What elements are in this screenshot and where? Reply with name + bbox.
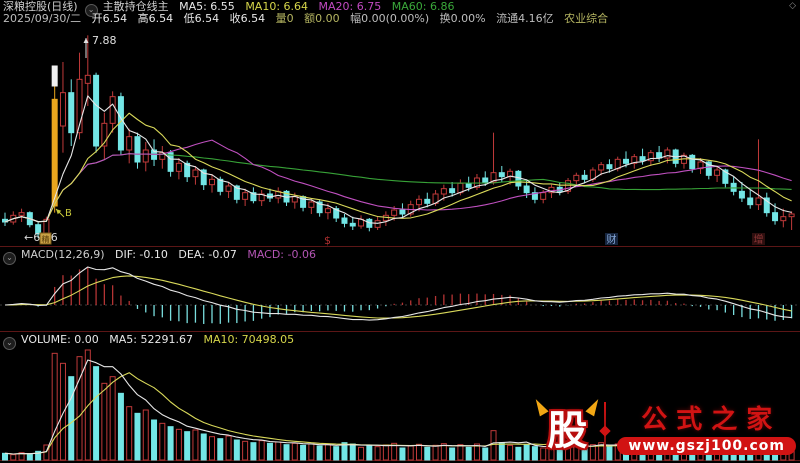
quote-info-bar: 2025/09/30/二 开6.54 高6.54 低6.54 收6.54 量0 … xyxy=(3,13,615,25)
svg-text:7.88: 7.88 xyxy=(92,34,117,47)
diamond-icon xyxy=(599,425,612,437)
svg-text:财: 财 xyxy=(607,233,617,246)
volume-header: ⌄ VOLUME: 0.00 MA5: 52291.67 MA10: 70498.… xyxy=(3,334,301,350)
volume-title[interactable]: VOLUME: 0.00 xyxy=(21,333,99,346)
logo-text-block: 公式之家 www.gszj100.com xyxy=(617,407,796,455)
quote-open: 开6.54 xyxy=(91,12,128,25)
svg-text:增: 增 xyxy=(754,233,764,246)
macd-macd-label: MACD: -0.06 xyxy=(247,248,316,261)
macd-panel[interactable] xyxy=(0,266,800,324)
macd-header: ⌄ MACD(12,26,9) DIF: -0.10 DEA: -0.07 MAC… xyxy=(3,249,323,265)
quote-amount: 额0.00 xyxy=(304,12,340,25)
stock-title: 深粮控股(日线) xyxy=(3,0,78,13)
quote-date: 2025/09/30/二 xyxy=(3,12,82,25)
bull-logo: 股 xyxy=(531,396,604,455)
svg-text:$: $ xyxy=(324,234,331,247)
chart-annotations: 7.88←6.36B精$财增 xyxy=(24,34,765,247)
quote-sector[interactable]: 农业综合 xyxy=(564,12,609,25)
logo-divider xyxy=(599,402,612,460)
volume-ma10-label: MA10: 70498.05 xyxy=(203,333,295,346)
indicator-name[interactable]: 主散持仓线主 xyxy=(102,0,169,13)
title-bar: 深粮控股(日线) ⌄ 主散持仓线主 MA5: 6.55 MA10: 6.64 MA2… xyxy=(3,1,461,17)
price-panel[interactable] xyxy=(2,35,795,238)
quote-high: 高6.54 xyxy=(137,12,174,25)
volume-ma5-label: MA5: 52291.67 xyxy=(109,333,193,346)
collapse-volume-icon[interactable]: ⌄ xyxy=(3,337,16,350)
macd-dif-label: DIF: -0.10 xyxy=(115,248,168,261)
svg-text:精: 精 xyxy=(42,234,50,244)
collapse-main-icon[interactable]: ⌄ xyxy=(84,4,98,17)
quote-float-shares: 流通4.16亿 xyxy=(496,12,554,25)
quote-turnover: 换0.00% xyxy=(439,12,486,25)
ma20-label: MA20: 6.75 xyxy=(318,0,382,13)
logo-character: 股 xyxy=(547,408,588,454)
collapse-macd-icon[interactable]: ⌄ xyxy=(3,252,16,265)
quote-close: 收6.54 xyxy=(229,12,266,25)
quote-low: 低6.54 xyxy=(183,12,220,25)
ma60-label: MA60: 6.86 xyxy=(391,0,455,13)
watermark-logo: 股 公式之家 www.gszj100.com xyxy=(531,396,796,460)
brand-name: 公式之家 xyxy=(641,405,782,435)
macd-dea-label: DEA: -0.07 xyxy=(178,248,237,261)
ma5-label: MA5: 6.55 xyxy=(179,0,235,13)
macd-title[interactable]: MACD(12,26,9) xyxy=(21,248,105,261)
brand-url[interactable]: www.gszj100.com xyxy=(617,437,796,455)
svg-text:B: B xyxy=(65,208,72,219)
quote-range: 幅0.00(0.00%) xyxy=(350,12,430,25)
ma10-label: MA10: 6.64 xyxy=(245,0,309,13)
window-diamond-icon[interactable]: ◇ xyxy=(789,1,796,11)
quote-volume: 量0 xyxy=(275,12,294,25)
